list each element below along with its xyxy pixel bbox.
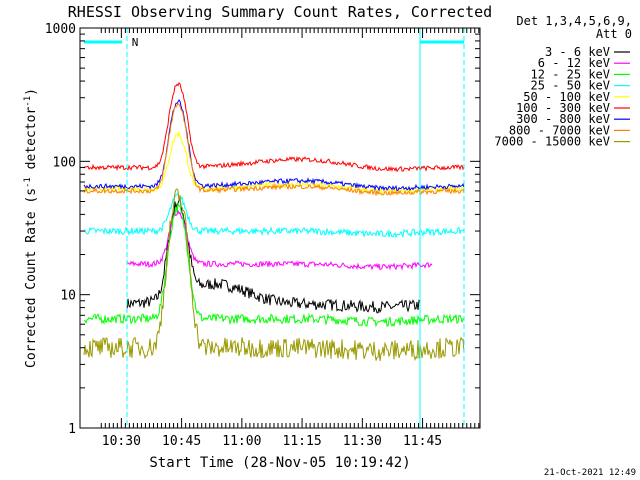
y-tick-label: 1000 — [45, 22, 76, 37]
series-line — [83, 201, 465, 328]
y-tick-label: 1 — [68, 422, 76, 437]
legend-label: 100 - 300 keV — [516, 101, 610, 115]
series-line — [83, 132, 465, 195]
x-tick-label: 11:30 — [343, 434, 382, 449]
series-line — [83, 192, 465, 239]
x-tick-label: 10:30 — [102, 434, 141, 449]
x-tick-label: 11:15 — [283, 434, 322, 449]
series-line — [83, 102, 465, 197]
chart-title: RHESSI Observing Summary Count Rates, Co… — [68, 3, 492, 21]
y-axis-label: Corrected Count Rate (s-1 detector-1) — [23, 88, 39, 368]
legend-label: 6 - 12 keV — [538, 56, 610, 70]
legend-label: 12 - 25 keV — [531, 67, 610, 81]
axis-layer: 1 10 100 1000 10:30 10:45 11:00 11:15 11:30 11:45 — [45, 22, 480, 449]
x-axis-label: Start Time (28-Nov-05 10:19:42) — [149, 455, 410, 471]
x-tick-label: 10:45 — [162, 434, 201, 449]
legend-label: 300 - 800 keV — [516, 112, 610, 126]
legend-header-line-2: Att 0 — [596, 27, 632, 41]
y-tick-label: 10 — [60, 289, 76, 304]
y-tick-label: 100 — [53, 155, 76, 170]
legend-label: 800 - 7000 keV — [509, 123, 610, 137]
y-axis-label-main: Corrected Count Rate (s — [24, 188, 39, 368]
x-tick-label: 11:45 — [403, 434, 442, 449]
series-line — [83, 82, 465, 173]
series-line — [126, 209, 433, 271]
y-axis-label-end: ) — [24, 88, 39, 96]
legend-header-line-1: Det 1,3,4,5,6,9, — [516, 14, 632, 28]
legend-label: 7000 - 15000 keV — [494, 135, 610, 149]
y-axis-label-sup2: -1 — [23, 96, 33, 107]
legend-label: 25 - 50 keV — [531, 79, 610, 93]
footer-timestamp: 21-Oct-2021 12:49 — [544, 468, 636, 478]
y-axis-label-sup1: -1 — [23, 177, 33, 188]
night-marker-layer: N — [84, 28, 465, 428]
series-line — [83, 188, 465, 362]
legend-label: 3 - 6 keV — [545, 45, 610, 59]
y-axis-label-mid: detector — [24, 107, 39, 178]
x-tick-label: 11:00 — [222, 434, 261, 449]
series-line — [83, 99, 465, 192]
legend-label: 50 - 100 keV — [523, 90, 610, 104]
plot-frame — [79, 27, 481, 429]
night-flag-label: N — [132, 36, 139, 49]
series-layer — [83, 82, 465, 362]
